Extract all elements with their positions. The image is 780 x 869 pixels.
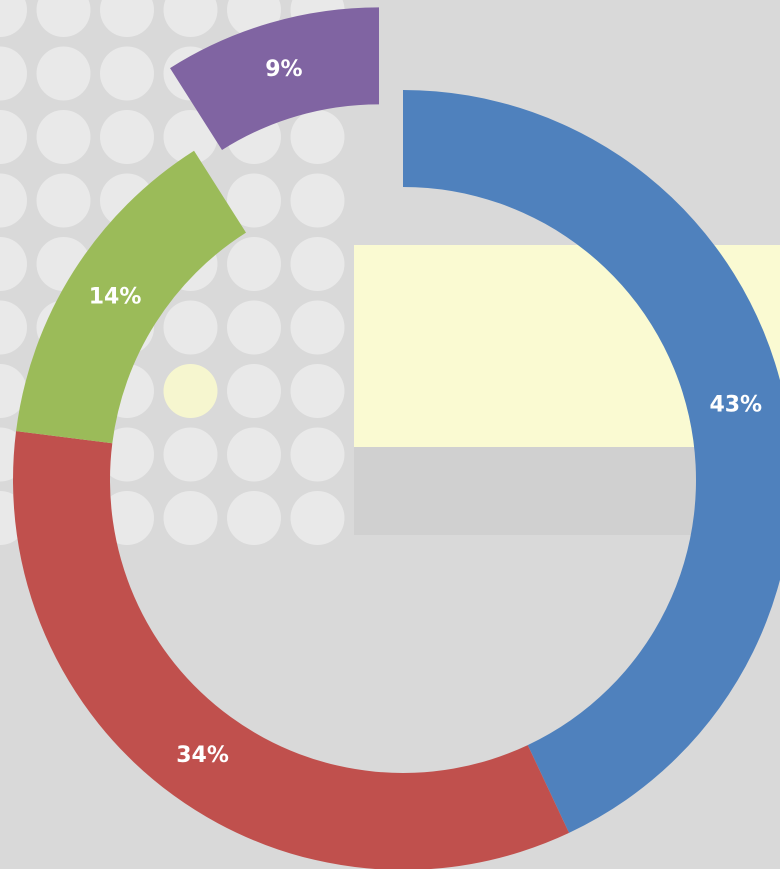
donut-slice	[170, 7, 380, 151]
dot	[100, 427, 154, 482]
dot	[100, 46, 154, 101]
slices: 43% 34% 14% 9%	[12, 7, 780, 869]
dot	[100, 0, 154, 37]
dot	[163, 110, 218, 164]
dot	[227, 237, 281, 291]
dot	[227, 427, 281, 482]
data-label: 9%	[265, 57, 302, 82]
dot	[227, 173, 281, 228]
dot	[227, 491, 281, 545]
dot	[0, 300, 27, 355]
data-label: 14%	[89, 284, 142, 309]
dot	[290, 427, 345, 482]
dot	[227, 300, 281, 355]
dot	[163, 491, 218, 545]
dot	[36, 110, 91, 164]
dot	[0, 173, 27, 228]
dot	[290, 491, 345, 545]
dot	[163, 300, 218, 355]
dot	[36, 173, 91, 228]
dot	[36, 46, 91, 101]
dot	[0, 237, 27, 291]
dot	[290, 173, 345, 228]
dot	[36, 0, 91, 37]
dot	[163, 427, 218, 482]
donut-slice	[12, 431, 570, 869]
dot	[0, 110, 27, 164]
dot	[290, 300, 345, 355]
dot	[100, 110, 154, 164]
dot	[290, 110, 345, 164]
dot	[0, 0, 27, 37]
data-label: 43%	[709, 393, 762, 418]
donut-slice	[16, 150, 247, 444]
dot	[0, 364, 27, 418]
data-label: 34%	[176, 743, 229, 768]
dot	[290, 237, 345, 291]
dot	[163, 0, 218, 37]
dot	[0, 46, 27, 101]
dot	[227, 364, 281, 418]
dot	[290, 364, 345, 418]
donut-slice	[403, 90, 780, 833]
dot	[163, 364, 218, 418]
